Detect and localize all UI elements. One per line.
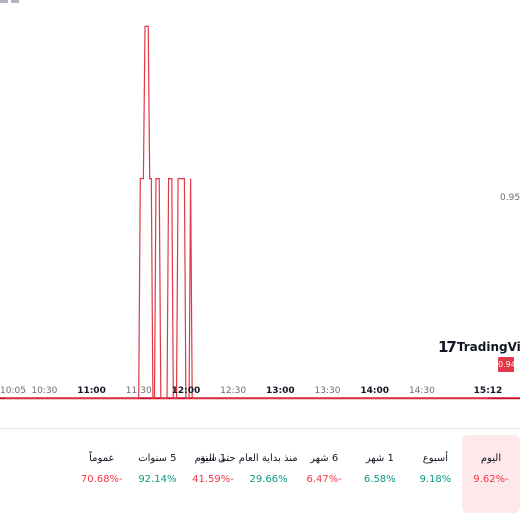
performance-value: 6.58%	[363, 474, 396, 485]
performance-label: 1 شهر	[365, 453, 394, 464]
x-tick-label: 12:30	[220, 386, 247, 396]
performance-label: 5 سنوات	[138, 453, 177, 464]
performance-period-0[interactable]: اليوم 9.62%-	[462, 435, 520, 513]
performance-label: عموماً	[89, 453, 115, 464]
performance-period-7[interactable]: عموماً 70.68%-	[73, 435, 131, 513]
performance-period-6[interactable]: 5 سنوات 92.14%	[128, 435, 186, 513]
performance-value: 9.18%	[419, 474, 452, 485]
performance-period-3[interactable]: 6 شهر 6.47%-	[295, 435, 353, 513]
performance-label: 6 شهر	[310, 453, 339, 464]
x-tick-label: 13:30	[314, 386, 341, 396]
tradingview-logo-icon: 17	[438, 338, 457, 356]
performance-period-4[interactable]: منذ بداية العام حتى اليوم 29.66%	[194, 435, 298, 513]
price-chart[interactable]: 10:05 10:30 11:00 11:30 12:00 12:30 13:00 13:30…	[0, 0, 520, 410]
tradingview-logo[interactable]: 17 TradingView	[438, 338, 520, 356]
performance-value: 9.62%-	[473, 474, 509, 485]
x-tick-label: 11:00	[77, 386, 106, 396]
x-tick-label: 11:30	[125, 386, 152, 396]
performance-period-5[interactable]: 1 سنة 41.59%-	[184, 435, 242, 513]
tradingview-logo-text: TradingView	[456, 340, 520, 354]
performance-label: منذ بداية العام حتى اليوم	[194, 453, 298, 464]
performance-bar: اليوم 9.62%- أسبوع 9.18% 1 شهر 6.58% 6 شهر 6.47…	[0, 428, 520, 521]
performance-label: اليوم	[480, 453, 502, 464]
performance-label: 1 سنة	[199, 453, 227, 464]
x-tick-label: 14:00	[360, 386, 390, 396]
chart-svg	[0, 25, 520, 400]
performance-value: 92.14%	[138, 474, 177, 485]
price-series-line	[5, 25, 488, 399]
performance-period-1[interactable]: أسبوع 9.18%	[406, 435, 464, 513]
x-tick-label: 10:30	[31, 386, 58, 396]
x-tick-label: 13:00	[265, 386, 295, 396]
performance-value: 70.68%-	[80, 474, 123, 485]
top-corner-mark	[0, 0, 38, 4]
x-tick-label: 10:05	[0, 386, 26, 396]
x-tick-label: 15:12	[473, 386, 503, 396]
x-tick-label: 12:00	[171, 386, 201, 396]
performance-period-2[interactable]: 1 شهر 6.58%	[351, 435, 409, 513]
performance-label: أسبوع	[422, 453, 449, 464]
performance-value: 41.59%-	[192, 474, 234, 485]
last-price-badge: 0.94	[498, 357, 516, 372]
performance-value: 6.47%-	[306, 474, 342, 485]
x-tick-label: 14:30	[408, 386, 435, 396]
performance-value: 29.66%	[249, 474, 288, 485]
y-axis-label: 0.95	[500, 193, 520, 203]
